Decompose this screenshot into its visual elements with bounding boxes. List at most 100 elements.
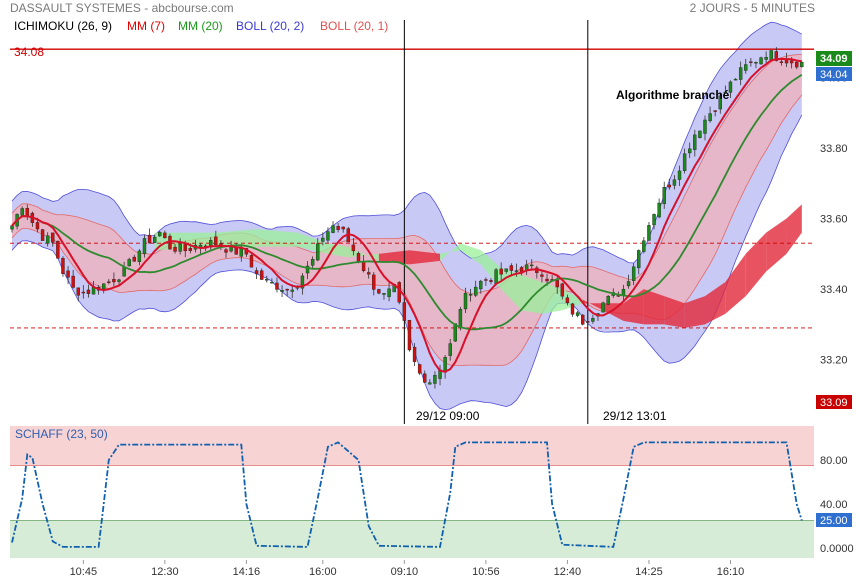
candle-body — [397, 282, 401, 303]
time-tick-label: 16:00 — [309, 566, 337, 578]
cloud-segment — [256, 229, 298, 247]
candle-body — [621, 288, 626, 296]
candle-body — [504, 268, 508, 272]
schaff-oversold-zone — [10, 520, 814, 558]
cloud-segment — [215, 229, 257, 247]
candle-body — [10, 225, 14, 230]
candle-body — [514, 270, 519, 272]
candle-body — [433, 375, 437, 384]
indicator-mm7: MM (7) — [127, 19, 165, 33]
last-price-badge: 34.09 — [820, 53, 848, 65]
candle-body — [265, 279, 269, 281]
candle-body — [769, 50, 773, 61]
cloud-segment — [440, 243, 461, 261]
candle-body — [173, 246, 177, 252]
candle-body — [789, 60, 794, 64]
candle-body — [565, 297, 570, 304]
bollinger-outer-band — [11, 21, 803, 411]
candle-body — [158, 231, 162, 237]
candle-body — [728, 81, 733, 93]
candle-body — [71, 275, 75, 288]
candle-body — [499, 268, 503, 275]
candle-body — [494, 269, 498, 284]
cloud-segment — [745, 232, 767, 297]
candle-body — [657, 202, 661, 218]
candle-body — [117, 279, 121, 282]
candle-body — [647, 225, 651, 241]
schaff-tick-label: 80.00 — [820, 455, 848, 467]
candle-body — [321, 237, 325, 242]
candle-body — [795, 61, 799, 68]
vline1-label: 29/12 09:00 — [416, 409, 480, 423]
candle-body — [259, 270, 264, 280]
current-price-badge-bg — [816, 67, 852, 81]
candle-body — [310, 259, 315, 266]
moving-averages — [11, 57, 803, 373]
candle-body — [530, 264, 534, 267]
candle-body — [366, 272, 371, 275]
time-tick-label: 14:25 — [635, 566, 663, 578]
cloud-segment — [348, 246, 379, 261]
candle-body — [86, 289, 91, 294]
current-price-badge: 34.04 — [820, 69, 848, 81]
cloud-segment — [766, 218, 787, 272]
candle-body — [749, 61, 753, 63]
price-tick-label: 33.80 — [820, 143, 848, 155]
candle-body — [35, 222, 40, 230]
candle-body — [509, 265, 514, 271]
last-price-badge-bg — [816, 51, 852, 66]
candle-body — [703, 119, 707, 134]
bollinger-outer-fill — [12, 22, 802, 410]
candle-body — [178, 243, 182, 252]
candle-body — [484, 279, 488, 281]
candle-body — [468, 294, 473, 296]
candle-body — [372, 274, 376, 290]
cloud-segment — [684, 296, 705, 328]
candle-body — [270, 281, 274, 284]
candle-body — [428, 382, 432, 385]
candle-body — [626, 281, 631, 287]
time-tick-label: 14:16 — [233, 566, 261, 578]
candle-body — [774, 51, 779, 61]
candle-body — [662, 187, 666, 205]
cloud-segment — [409, 250, 441, 265]
candle-body — [545, 278, 549, 282]
chart-title: DASSAULT SYSTEMES - abcbourse.com — [10, 1, 234, 15]
candle-body — [672, 179, 677, 186]
cloud-segment — [378, 250, 410, 265]
candle-body — [102, 283, 106, 290]
candle-body — [316, 243, 320, 261]
candle-body — [61, 258, 65, 274]
low-price-badge-bg — [816, 395, 852, 409]
cloud-segment — [603, 303, 624, 321]
candle-body — [458, 309, 463, 328]
time-tick-label: 10:45 — [70, 566, 98, 578]
cloud-segment — [327, 243, 349, 258]
candle-body — [290, 289, 294, 292]
schaff-badge-bg — [816, 513, 852, 527]
candle-body — [800, 62, 804, 68]
vertical-markers — [403, 20, 589, 424]
time-tick-label: 10:56 — [472, 566, 500, 578]
cloud-segment — [460, 243, 481, 265]
candle-body — [20, 208, 24, 216]
candle-body — [336, 226, 340, 230]
cloud-segment — [725, 253, 746, 314]
candle-body — [693, 134, 697, 150]
candle-body — [351, 244, 356, 252]
candle-body — [341, 226, 345, 230]
candle-body — [331, 225, 335, 233]
candle-body — [163, 232, 167, 239]
candle-body — [718, 95, 722, 110]
candle-body — [473, 286, 478, 296]
candle-body — [540, 274, 544, 277]
level-label: 34.08 — [14, 45, 44, 59]
candle-body — [688, 148, 692, 154]
candle-body — [764, 56, 768, 60]
candle-body — [300, 275, 305, 289]
period-label: 2 JOURS - 5 MINUTES — [689, 1, 815, 15]
candle-body — [698, 130, 702, 138]
indicator-boll1: BOLL (20, 1) — [320, 19, 389, 33]
schaff-tick-label: 0.0000 — [820, 543, 854, 555]
vline2-label: 29/12 13:01 — [603, 409, 667, 423]
